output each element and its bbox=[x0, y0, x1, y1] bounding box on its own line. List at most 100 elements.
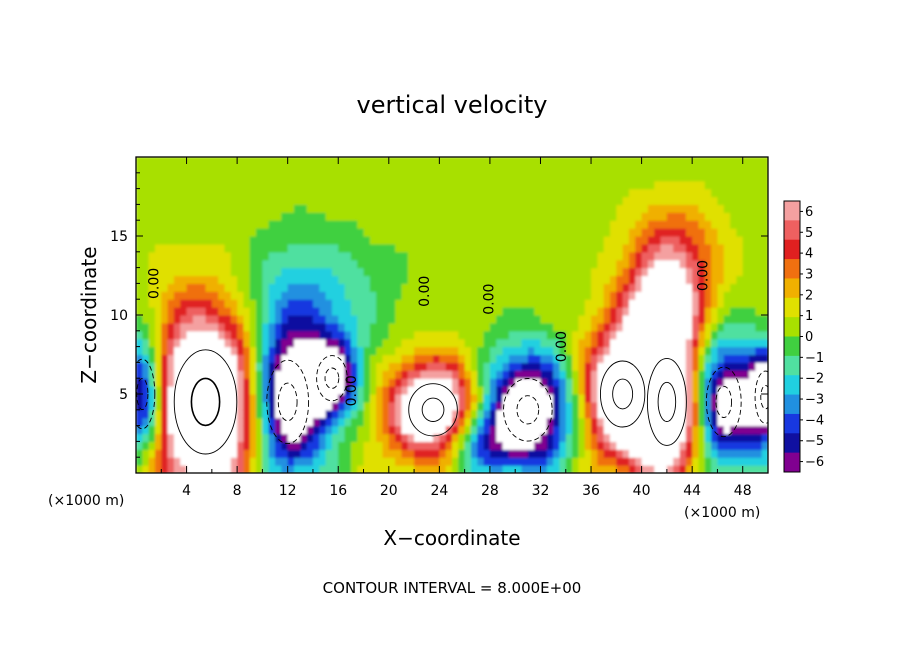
field-cell bbox=[262, 401, 270, 411]
field-cell bbox=[527, 291, 535, 300]
field-cell bbox=[357, 346, 365, 356]
field-cell bbox=[616, 401, 624, 411]
field-cell bbox=[654, 188, 662, 198]
field-cell bbox=[572, 386, 579, 395]
field-cell bbox=[306, 259, 314, 269]
field-cell bbox=[521, 433, 529, 442]
field-cell bbox=[723, 307, 731, 316]
field-cell bbox=[325, 394, 333, 403]
field-cell bbox=[470, 370, 478, 379]
field-cell bbox=[243, 220, 251, 229]
field-cell bbox=[553, 433, 561, 442]
field-cell bbox=[243, 251, 251, 261]
field-cell bbox=[294, 188, 301, 198]
field-cell bbox=[180, 236, 188, 245]
field-cell bbox=[704, 196, 712, 205]
field-cell bbox=[325, 465, 333, 473]
field-cell bbox=[723, 228, 731, 237]
field-cell bbox=[275, 243, 282, 253]
field-cell bbox=[698, 307, 706, 316]
field-cell bbox=[344, 251, 352, 261]
field-cell bbox=[382, 243, 390, 253]
field-cell bbox=[578, 267, 586, 277]
field-cell bbox=[319, 386, 327, 395]
field-cell bbox=[521, 259, 529, 269]
field-cell bbox=[268, 259, 276, 269]
field-cell bbox=[237, 433, 245, 442]
field-cell bbox=[338, 188, 346, 198]
field-cell bbox=[452, 441, 459, 450]
field-cell bbox=[401, 299, 409, 308]
field-cell bbox=[534, 172, 542, 182]
field-cell bbox=[275, 457, 282, 466]
field-cell bbox=[395, 338, 403, 348]
field-cell bbox=[192, 433, 200, 442]
field-cell bbox=[452, 346, 459, 356]
field-cell bbox=[420, 315, 428, 324]
field-cell bbox=[496, 196, 504, 205]
field-cell bbox=[230, 243, 238, 253]
field-cell bbox=[628, 204, 636, 213]
field-cell bbox=[300, 441, 308, 450]
field-cell bbox=[218, 378, 226, 387]
field-cell bbox=[331, 322, 339, 332]
field-cell bbox=[249, 322, 257, 332]
field-cell bbox=[749, 180, 756, 190]
field-cell bbox=[167, 291, 175, 300]
field-cell bbox=[692, 401, 700, 411]
field-cell bbox=[660, 315, 668, 324]
field-cell bbox=[730, 291, 737, 300]
field-cell bbox=[319, 370, 327, 379]
field-cell bbox=[173, 267, 181, 277]
field-cell bbox=[692, 362, 700, 371]
field-cell bbox=[628, 362, 636, 371]
field-cell bbox=[452, 243, 459, 253]
field-cell bbox=[540, 338, 548, 348]
field-cell bbox=[369, 441, 377, 450]
field-cell bbox=[635, 449, 643, 458]
field-cell bbox=[199, 212, 207, 221]
field-cell bbox=[565, 243, 573, 253]
field-cell bbox=[294, 401, 301, 411]
field-cell bbox=[205, 330, 213, 340]
field-cell bbox=[344, 212, 352, 221]
field-cell bbox=[180, 172, 188, 182]
colorbar-tick-label: 1 bbox=[805, 309, 813, 324]
field-cell bbox=[673, 251, 681, 261]
field-cell bbox=[470, 409, 478, 419]
field-cell bbox=[167, 362, 175, 371]
field-cell bbox=[230, 228, 238, 237]
field-cell bbox=[483, 299, 491, 308]
field-cell bbox=[395, 180, 403, 190]
field-cell bbox=[154, 307, 162, 316]
field-cell bbox=[249, 299, 257, 308]
field-cell bbox=[723, 220, 731, 229]
field-cell bbox=[527, 243, 535, 253]
field-cell bbox=[256, 243, 263, 253]
field-cell bbox=[546, 251, 554, 261]
field-cell bbox=[654, 409, 662, 419]
field-cell bbox=[287, 378, 295, 387]
field-cell bbox=[489, 188, 497, 198]
field-cell bbox=[331, 180, 339, 190]
field-cell bbox=[591, 362, 598, 371]
contour-interval-note: CONTOUR INTERVAL = 8.000E+00 bbox=[323, 579, 582, 597]
field-cell bbox=[508, 465, 516, 473]
field-cell bbox=[287, 291, 295, 300]
field-cell bbox=[641, 441, 649, 450]
field-cell bbox=[180, 251, 188, 261]
field-cell bbox=[224, 307, 232, 316]
field-cell bbox=[433, 243, 440, 253]
field-cell bbox=[376, 291, 384, 300]
field-cell bbox=[256, 409, 263, 419]
field-cell bbox=[723, 180, 731, 190]
field-cell bbox=[723, 465, 731, 473]
field-cell bbox=[704, 394, 712, 403]
field-cell bbox=[502, 433, 510, 442]
field-cell bbox=[243, 370, 251, 379]
field-cell bbox=[426, 259, 434, 269]
field-cell bbox=[420, 338, 428, 348]
field-cell bbox=[218, 220, 226, 229]
field-cell bbox=[186, 259, 194, 269]
field-cell bbox=[249, 441, 257, 450]
